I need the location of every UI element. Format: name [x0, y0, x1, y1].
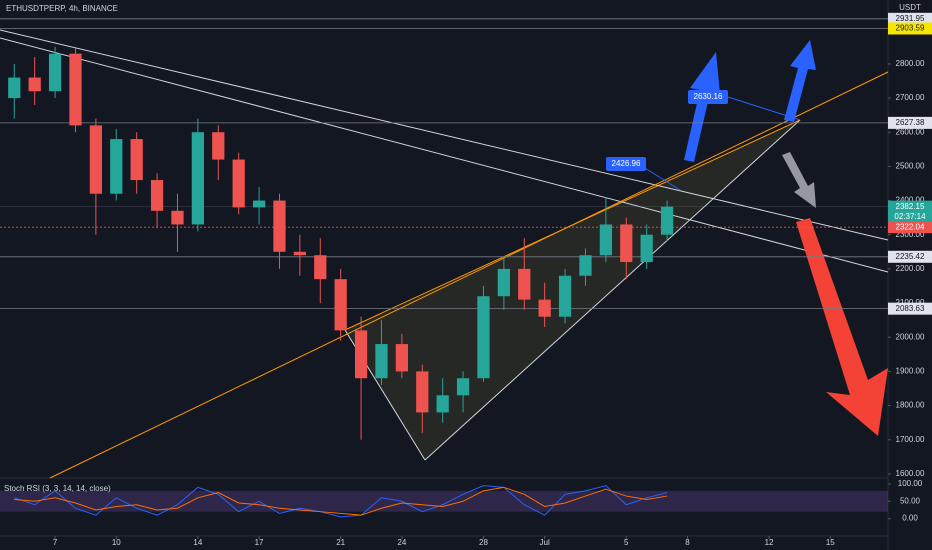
- stoch-band: [0, 490, 888, 512]
- x-tick-label: Jul: [540, 538, 550, 547]
- y-tick-label: 2500.00: [896, 162, 925, 171]
- arrow-up: [784, 40, 816, 122]
- candle-body: [89, 125, 102, 194]
- indicator-name: Stoch RSI (3, 3, 14, 14, close): [4, 484, 111, 493]
- countdown: 02:37:14: [894, 212, 926, 221]
- candle-body: [456, 378, 470, 396]
- candle-body: [171, 210, 184, 225]
- candle-body: [518, 268, 531, 300]
- wedge: [345, 120, 800, 460]
- candle-body: [620, 224, 633, 263]
- candle-body: [232, 159, 245, 208]
- y-tick-label: 1700.00: [896, 435, 925, 444]
- y-tick-label: 2200.00: [896, 264, 925, 273]
- price-tag: [888, 12, 932, 25]
- x-tick-label: 12: [765, 538, 774, 547]
- price-tag: [888, 221, 932, 234]
- candle-body: [599, 224, 612, 256]
- arrow-down: [782, 152, 816, 208]
- price-tag: [888, 302, 932, 315]
- candle-body: [252, 200, 266, 208]
- candle-body: [640, 234, 653, 263]
- trend-line: [49, 71, 889, 479]
- candle-body: [660, 206, 674, 235]
- candle-body: [354, 330, 368, 379]
- x-tick-label: 14: [193, 538, 202, 547]
- x-tick-label: 24: [397, 538, 406, 547]
- wedge-bottom: [424, 119, 801, 461]
- stoch-line: [14, 485, 668, 518]
- candle-body: [436, 395, 449, 413]
- candle-body: [334, 279, 347, 331]
- trend-line: [0, 37, 889, 273]
- candle-body: [130, 139, 143, 181]
- candle-body: [375, 344, 388, 379]
- arrow-up: [684, 52, 720, 162]
- price-tag: [888, 116, 932, 129]
- price-tag: [888, 250, 932, 263]
- candle-body: [558, 275, 572, 317]
- annotation-box: [688, 90, 728, 104]
- candle-body: [8, 77, 21, 99]
- arrow-down: [796, 218, 888, 436]
- x-tick-label: 5: [624, 538, 629, 547]
- stoch-line: [14, 486, 668, 516]
- y-tick-label: 100.00: [898, 479, 923, 488]
- x-tick-label: 15: [826, 538, 835, 547]
- candle-body: [150, 180, 164, 211]
- y-tick-label: 2400.00: [896, 196, 925, 205]
- candle-body: [579, 255, 592, 276]
- candle-body: [497, 268, 510, 297]
- price-tag-label: 2235.42: [896, 252, 925, 261]
- y-tick-label: 2800.00: [896, 59, 925, 68]
- price-tag-label: 2083.63: [896, 304, 925, 313]
- x-tick-label: 8: [685, 538, 690, 547]
- y-axis-label: USDT: [899, 3, 921, 12]
- candle-body: [538, 299, 551, 317]
- x-tick-label: 10: [112, 538, 121, 547]
- y-tick-label: 2700.00: [896, 93, 925, 102]
- annotation-box: [606, 157, 646, 171]
- price-tag-label: 2627.38: [896, 118, 925, 127]
- chart-title: ETHUSDTPERP, 4h, BINANCE: [6, 4, 118, 13]
- y-tick-label: 2000.00: [896, 332, 925, 341]
- trend-line: [0, 29, 889, 241]
- y-tick-label: 50.00: [900, 496, 921, 505]
- candle-body: [110, 139, 123, 194]
- price-tag-label: 2322.04: [896, 222, 925, 231]
- annotation-label: 2630.16: [694, 92, 723, 101]
- candle-body: [48, 53, 62, 92]
- price-tag-label: 2382.15: [896, 202, 925, 211]
- y-tick-label: 2600.00: [896, 127, 925, 136]
- y-tick-label: 0.00: [902, 514, 918, 523]
- callout-line: [639, 164, 681, 191]
- price-tag: [888, 200, 932, 223]
- x-tick-label: 7: [53, 538, 58, 547]
- price-tag-label: 2903.59: [896, 24, 925, 33]
- candle-body: [69, 53, 82, 126]
- y-tick-label: 1900.00: [896, 367, 925, 376]
- candle-body: [28, 77, 41, 92]
- y-tick-label: 2300.00: [896, 230, 925, 239]
- candle-body: [273, 200, 286, 252]
- y-tick-label: 1800.00: [896, 401, 925, 410]
- candle-body: [212, 132, 225, 160]
- candle-body: [477, 296, 490, 379]
- x-tick-label: 17: [255, 538, 264, 547]
- annotation-label: 2426.96: [612, 159, 641, 168]
- price-tag-label: 2931.95: [896, 14, 925, 23]
- candle-body: [416, 371, 429, 413]
- price-tag: [888, 22, 932, 35]
- candle-body: [293, 251, 306, 256]
- y-tick-label: 1600.00: [896, 469, 925, 478]
- candle-body: [191, 132, 204, 225]
- candle-body: [314, 255, 327, 280]
- candle-body: [395, 344, 408, 372]
- x-tick-label: 21: [336, 538, 345, 547]
- x-tick-label: 28: [479, 538, 488, 547]
